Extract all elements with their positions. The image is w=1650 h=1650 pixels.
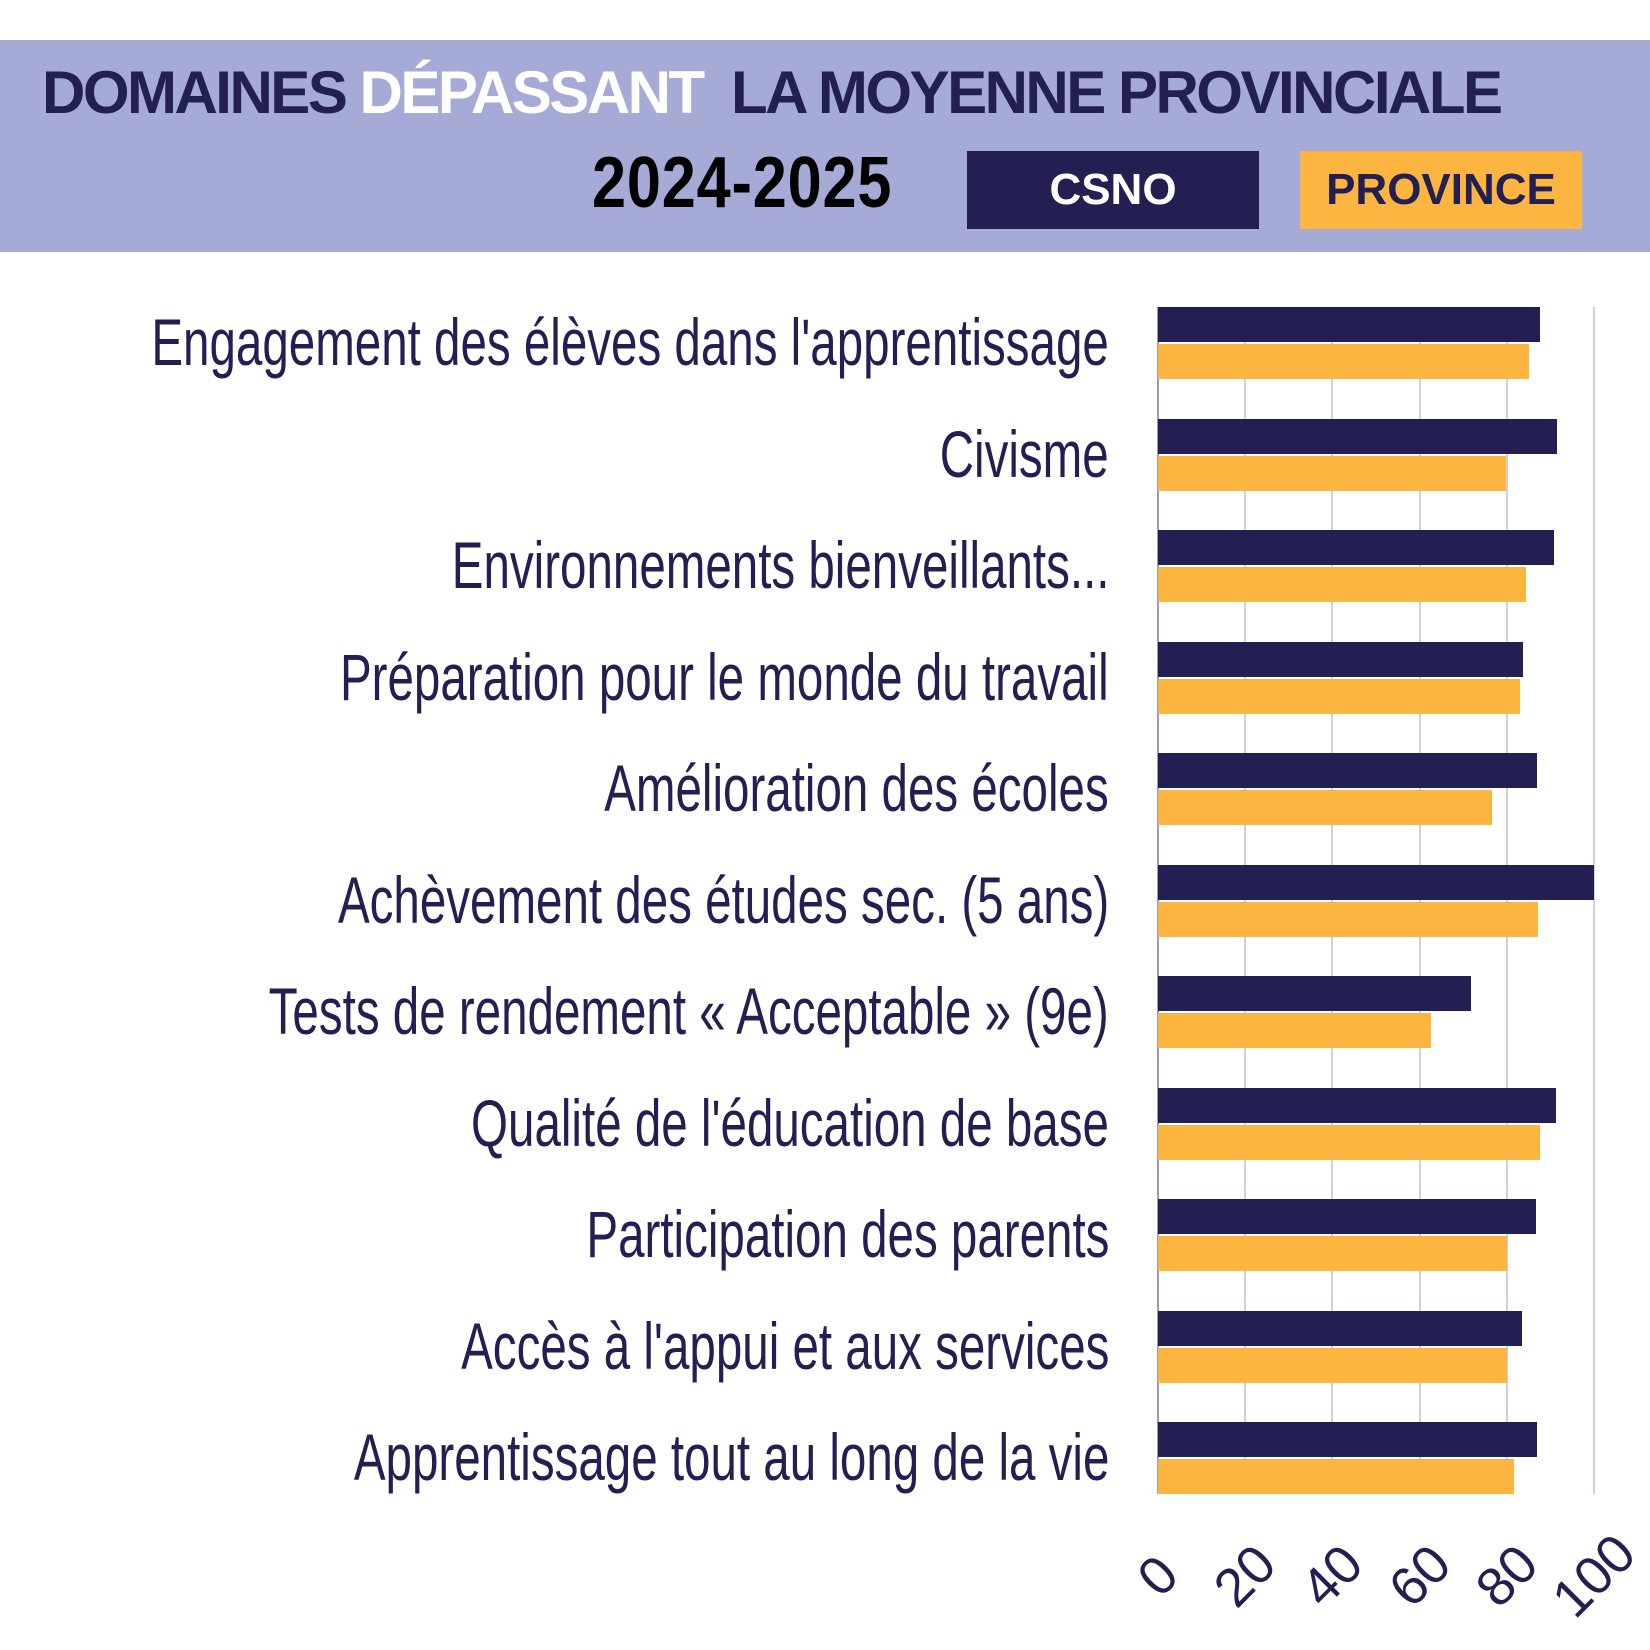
legend-csno: CSNO (967, 151, 1259, 229)
x-tick-label: 40 (1289, 1533, 1375, 1619)
bar-csno (1158, 418, 1557, 454)
category-label: Qualité de l'éducation de base (471, 1085, 1109, 1160)
bar-csno (1158, 1422, 1538, 1457)
bar-province (1158, 1459, 1515, 1494)
x-tick-label: 20 (1202, 1533, 1288, 1619)
category-label: Tests de rendement « Acceptable » (9e) (268, 974, 1109, 1048)
gridline (1593, 307, 1595, 1494)
title-highlight: DÉPASSANT (359, 59, 706, 126)
bar-province (1158, 1013, 1431, 1048)
chart-title: DOMAINES DÉPASSANT LA MOYENNE PROVINCIAL… (42, 58, 1608, 127)
bar-province (1158, 567, 1527, 602)
category-label: Achèvement des études sec. (5 ans) (337, 862, 1109, 937)
x-tick-label: 100 (1540, 1522, 1648, 1630)
bar-province (1158, 1236, 1508, 1271)
gridline (1244, 307, 1247, 1494)
category-label: Environnements bienveillants... (451, 528, 1109, 602)
bar-csno (1158, 864, 1594, 900)
category-label: Préparation pour le monde du travail (340, 639, 1109, 714)
bar-csno (1158, 1087, 1557, 1123)
bar-csno (1158, 641, 1524, 677)
bar-csno (1158, 1199, 1537, 1234)
bar-csno (1158, 976, 1472, 1011)
category-label: Civisme (940, 416, 1109, 491)
bar-csno (1158, 753, 1538, 788)
category-label: Amélioration des écoles (604, 751, 1109, 825)
category-label: Participation des parents (585, 1197, 1109, 1271)
bar-csno (1158, 307, 1540, 342)
title-part1: DOMAINES (42, 59, 360, 126)
title-part2: LA MOYENNE PROVINCIALE (702, 59, 1503, 126)
gridline (1331, 307, 1334, 1494)
bar-province (1158, 344, 1529, 379)
year-label: 2024-2025 (592, 143, 893, 223)
bar-province (1158, 1124, 1540, 1160)
bar-province (1158, 1347, 1508, 1383)
x-tick-label: 80 (1464, 1533, 1550, 1619)
bar-province (1158, 790, 1493, 825)
gridline (1418, 307, 1421, 1494)
bar-csno (1158, 530, 1554, 565)
legend-province: PROVINCE (1300, 151, 1582, 229)
category-label: Apprentissage tout au long de la vie (353, 1420, 1109, 1494)
gridline (1505, 307, 1508, 1494)
bar-province (1158, 901, 1539, 937)
category-label: Engagement des élèves dans l'apprentissa… (151, 305, 1109, 379)
category-label: Accès à l'appui et aux services (460, 1308, 1109, 1383)
x-tick-label: 0 (1126, 1544, 1190, 1608)
x-tick-label: 60 (1377, 1533, 1463, 1619)
bar-province (1158, 678, 1520, 714)
gridline (1157, 307, 1159, 1494)
bar-province (1158, 455, 1507, 491)
bar-csno (1158, 1310, 1522, 1346)
